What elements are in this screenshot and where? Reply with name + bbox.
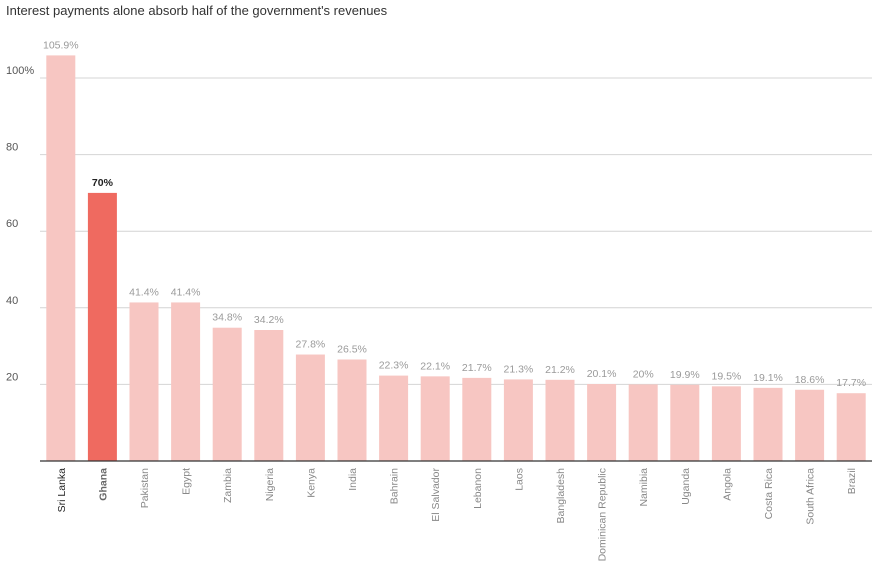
label-layer: 105.9% Sri Lanka 70% Ghana 41.4% Pakistan 41.4…	[43, 39, 866, 561]
category-label-brazil: Brazil	[846, 468, 858, 494]
category-label-pakistan: Pakistan	[139, 468, 151, 508]
bar-bahrain	[379, 375, 409, 461]
data-label-ghana: 70%	[92, 177, 114, 189]
data-label-angola: 19.5%	[712, 370, 742, 382]
bar-kenya	[295, 354, 325, 461]
data-label-zambia: 34.8%	[212, 312, 242, 324]
bar-lebanon	[462, 377, 492, 461]
y-tick-label-60: 60	[6, 218, 18, 230]
category-label-sri-lanka: Sri Lanka	[56, 468, 68, 513]
category-label-bahrain: Bahrain	[389, 468, 401, 504]
y-tick-label-40: 40	[6, 295, 18, 307]
category-label-bangladesh: Bangladesh	[555, 468, 567, 524]
bar-costa-rica	[753, 387, 783, 461]
bar-el-salvador	[420, 376, 450, 461]
data-label-bangladesh: 21.2%	[545, 364, 575, 376]
category-label-uganda: Uganda	[680, 468, 692, 505]
category-label-el-salvador: El Salvador	[430, 468, 442, 522]
bar-pakistan	[129, 302, 159, 461]
category-label-lebanon: Lebanon	[472, 468, 484, 509]
category-label-egypt: Egypt	[181, 468, 193, 495]
bar-zambia	[212, 327, 242, 461]
data-label-laos: 21.3%	[504, 363, 534, 375]
category-label-nigeria: Nigeria	[264, 468, 276, 501]
data-label-nigeria: 34.2%	[254, 314, 284, 326]
category-label-kenya: Kenya	[305, 468, 317, 498]
data-label-dominican-republic: 20.1%	[587, 368, 617, 380]
data-label-lebanon: 21.7%	[462, 362, 492, 374]
bar-dominican-republic	[587, 384, 617, 461]
data-label-costa-rica: 19.1%	[753, 372, 783, 384]
category-label-namibia: Namibia	[638, 468, 650, 507]
data-label-el-salvador: 22.1%	[420, 360, 450, 372]
category-label-dominican-republic: Dominican Republic	[597, 468, 609, 561]
category-label-angola: Angola	[721, 468, 733, 501]
y-tick-label-20: 20	[6, 371, 18, 383]
bar-bangladesh	[545, 379, 575, 461]
data-label-egypt: 41.4%	[171, 286, 201, 298]
bar-india	[337, 359, 367, 461]
category-label-costa-rica: Costa Rica	[763, 468, 775, 520]
data-label-namibia: 20%	[633, 368, 654, 380]
data-label-south-africa: 18.6%	[795, 374, 825, 386]
category-label-ghana: Ghana	[97, 468, 109, 501]
data-label-uganda: 19.9%	[670, 369, 700, 381]
bar-sri-lanka	[46, 55, 76, 461]
category-label-india: India	[347, 468, 359, 491]
bar-ghana	[87, 192, 117, 461]
data-label-kenya: 27.8%	[296, 339, 326, 351]
bar-uganda	[670, 384, 700, 461]
bar-layer	[46, 55, 866, 461]
bar-nigeria	[254, 330, 284, 461]
chart-title: Interest payments alone absorb half of t…	[6, 3, 388, 18]
y-tick-label-80: 80	[6, 142, 18, 154]
category-label-south-africa: South Africa	[805, 468, 817, 525]
bar-angola	[711, 386, 741, 461]
category-label-laos: Laos	[513, 468, 525, 491]
category-label-zambia: Zambia	[222, 468, 234, 503]
data-label-bahrain: 22.3%	[379, 360, 409, 372]
y-tick-label-100: 100%	[6, 65, 34, 77]
bar-south-africa	[795, 389, 825, 461]
data-label-sri-lanka: 105.9%	[43, 39, 79, 51]
bar-egypt	[171, 302, 201, 461]
axis-layer: 20 40 60 80 100%	[6, 65, 872, 462]
data-label-india: 26.5%	[337, 344, 367, 356]
grid-layer	[40, 77, 872, 385]
data-label-brazil: 17.7%	[836, 377, 866, 389]
bar-laos	[503, 379, 533, 461]
bar-brazil	[836, 393, 866, 461]
data-label-pakistan: 41.4%	[129, 286, 159, 298]
bar-namibia	[628, 384, 658, 461]
